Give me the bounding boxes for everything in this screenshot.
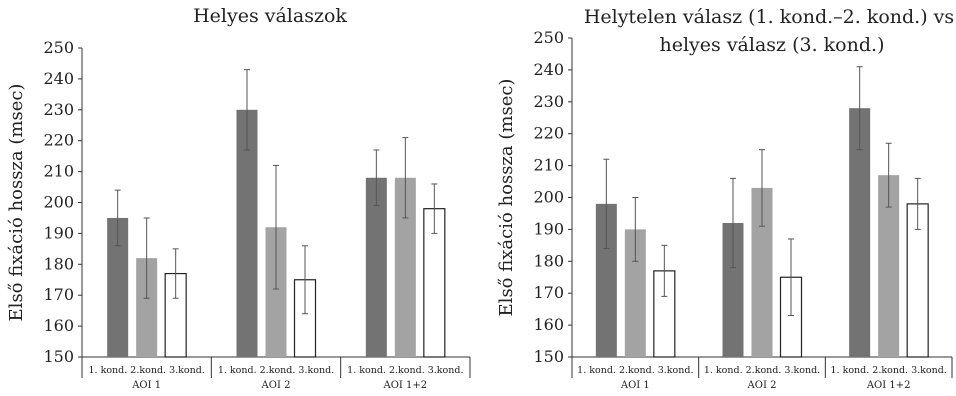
x-group-label: AOI 1+2 <box>866 380 911 391</box>
x-category-labels: 1. kond. 2.kond. 3.kond. <box>347 365 463 376</box>
y-tick-label: 250 <box>43 38 74 57</box>
y-axis-label: Első fixáció hossza (msec) <box>6 84 27 322</box>
y-axis-label: Első fixáció hossza (msec) <box>496 79 517 317</box>
y-tick-label: 180 <box>533 251 564 270</box>
chart-title-line: Helytelen válasz (1. kond.–2. kond.) vs. <box>584 6 956 28</box>
y-tick-label: 240 <box>43 69 74 88</box>
y-tick-label: 180 <box>43 254 74 273</box>
chart-title: Helyes válaszok <box>193 5 347 27</box>
y-tick-label: 210 <box>43 162 74 181</box>
y-tick-label: 250 <box>533 28 564 47</box>
y-tick-label: 220 <box>43 131 74 150</box>
y-tick-label: 190 <box>43 223 74 242</box>
y-tick-label: 230 <box>43 100 74 119</box>
x-category-labels: 1. kond. 2.kond. 3.kond. <box>830 365 946 376</box>
bar <box>236 109 258 357</box>
x-group-label: AOI 1 <box>131 380 161 391</box>
bar <box>107 217 129 357</box>
chart-left: Helyes válaszok Első fixáció hossza (msec… <box>6 5 471 391</box>
bar <box>265 227 287 357</box>
x-group-label: AOI 1+2 <box>383 380 428 391</box>
bar <box>624 229 646 357</box>
chart-left-svg: Helyes válaszok Első fixáció hossza (msec… <box>6 5 471 391</box>
y-tick-label: 170 <box>43 285 74 304</box>
y-tick-label: 210 <box>533 156 564 175</box>
x-category-labels: 1. kond. 2.kond. 3.kond. <box>218 365 334 376</box>
bar <box>394 177 416 357</box>
y-tick-label: 240 <box>533 60 564 79</box>
y-tick-label: 150 <box>533 347 564 366</box>
y-tick-label: 200 <box>533 188 564 207</box>
bar <box>595 203 617 357</box>
y-tick-label: 150 <box>43 347 74 366</box>
x-group-label: AOI 2 <box>261 380 291 391</box>
chart-right: Helytelen válasz (1. kond.–2. kond.) vs.… <box>478 0 956 396</box>
y-tick-label: 170 <box>533 283 564 302</box>
x-category-labels: 1. kond. 2.kond. 3.kond. <box>88 365 204 376</box>
bar <box>849 108 871 358</box>
x-group-label: AOI 1 <box>620 380 650 391</box>
bar <box>722 223 744 357</box>
x-category-labels: 1. kond. 2.kond. 3.kond. <box>577 365 693 376</box>
bar <box>751 187 773 357</box>
bar <box>365 177 387 357</box>
y-tick-label: 160 <box>533 315 564 334</box>
bar <box>878 175 900 357</box>
y-tick-label: 190 <box>533 219 564 238</box>
y-tick-label: 230 <box>533 92 564 111</box>
y-tick-label: 220 <box>533 124 564 143</box>
chart-right-svg: Helytelen válasz (1. kond.–2. kond.) vs.… <box>496 6 956 391</box>
y-tick-label: 200 <box>43 193 74 212</box>
x-group-label: AOI 2 <box>747 380 777 391</box>
y-tick-label: 160 <box>43 316 74 335</box>
x-category-labels: 1. kond. 2.kond. 3.kond. <box>704 365 820 376</box>
chart-title-line: helyes válasz (3. kond.) <box>660 34 885 56</box>
bar <box>136 258 158 357</box>
